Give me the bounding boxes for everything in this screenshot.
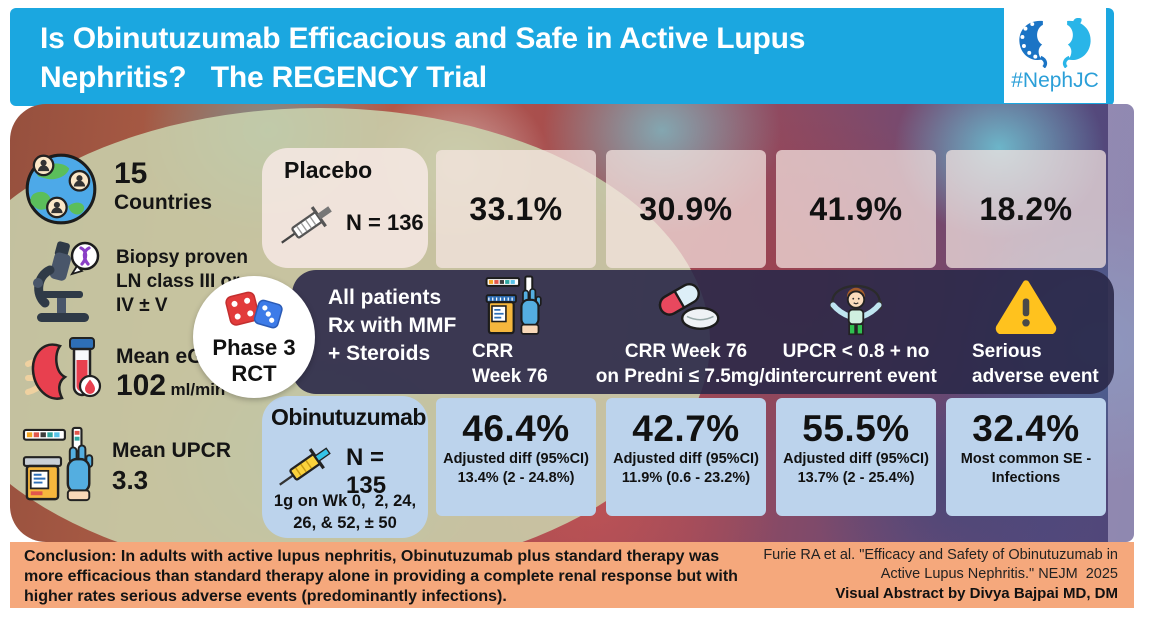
result-1-detail-1: Adjusted diff (95%CI) bbox=[443, 451, 589, 467]
phase-badge: Phase 3 RCT bbox=[193, 276, 315, 398]
outcome-crr: CRR Week 76 bbox=[436, 270, 596, 394]
conclusion-line-3: higher rates serious adverse events (pre… bbox=[24, 588, 507, 605]
countries-label: Countries bbox=[114, 191, 213, 214]
placebo-result-2: 30.9% bbox=[606, 150, 766, 268]
result-4-detail-2: Infections bbox=[991, 470, 1061, 486]
citation: Furie RA et al. "Efficacy and Safety of … bbox=[763, 546, 1118, 603]
obinutuzumab-result-1: 46.4% Adjusted diff (95%CI) 13.4% (2 - 2… bbox=[436, 398, 596, 516]
nephjc-kidney-logo-icon bbox=[1011, 18, 1099, 68]
urinalysis-icon bbox=[485, 275, 547, 337]
dosing-line-1: 1g on Wk 0, 2, 24, bbox=[273, 492, 417, 510]
outcome-sae-line-2: adverse event bbox=[972, 366, 1099, 387]
conclusion-line-2: more efficacious than standard therapy a… bbox=[24, 568, 738, 585]
conclusion-bar: Conclusion: In adults with active lupus … bbox=[10, 542, 1134, 608]
urine-test-icon bbox=[22, 426, 100, 504]
dosing-line-2: 26, & 52, ± 50 bbox=[293, 514, 397, 532]
placebo-arm-name: Placebo bbox=[284, 157, 373, 183]
credit-line: Visual Abstract by Divya Bajpai MD, DM bbox=[835, 585, 1118, 602]
obinutuzumab-arm-name: Obinutuzumab bbox=[271, 404, 426, 430]
outcomes-band: All patients Rx with MMF + Steroids bbox=[292, 270, 1114, 394]
placebo-result-3: 41.9% bbox=[776, 150, 936, 268]
microscope-icon bbox=[24, 240, 104, 326]
placebo-result-4-value: 18.2% bbox=[979, 190, 1073, 227]
cotreatment-line-2: Rx with MMF bbox=[328, 314, 457, 337]
result-1-value: 46.4% bbox=[462, 408, 570, 449]
obinutuzumab-result-4: 32.4% Most common SE - Infections bbox=[946, 398, 1106, 516]
outcome-crr-prednisone-line-2: on Predni ≤ 7.5mg/d bbox=[595, 366, 777, 387]
phase-line-1: Phase 3 bbox=[212, 335, 296, 360]
title-line-1: Is Obinutuzumab Efficacious and Safe in … bbox=[40, 22, 806, 55]
result-2-detail-1: Adjusted diff (95%CI) bbox=[613, 451, 759, 467]
biopsy-line-3: IV ± V bbox=[116, 295, 168, 316]
placebo-arm-card: Placebo N = 136 bbox=[262, 148, 428, 268]
placebo-result-4: 18.2% bbox=[946, 150, 1106, 268]
phase-line-2: RCT bbox=[231, 361, 277, 386]
title-bar: Is Obinutuzumab Efficacious and Safe in … bbox=[10, 8, 1114, 106]
egfr-unit: ml/min bbox=[170, 380, 226, 399]
outcome-crr-line-2: Week 76 bbox=[472, 366, 548, 387]
cotreatment-line-1: All patients bbox=[328, 286, 442, 309]
placebo-result-2-value: 30.9% bbox=[639, 190, 733, 227]
result-1-detail-2: 13.4% (2 - 24.8%) bbox=[457, 470, 575, 486]
outcome-sae-line-1: Serious bbox=[972, 341, 1042, 362]
kidney-icon bbox=[20, 332, 104, 416]
obinutuzumab-n: N = 135 bbox=[346, 444, 387, 499]
title-line-2: Nephritis? The REGENCY Trial bbox=[40, 61, 487, 94]
warning-icon bbox=[995, 275, 1057, 337]
result-3-detail-1: Adjusted diff (95%CI) bbox=[783, 451, 929, 467]
stat-countries: 15 Countries bbox=[20, 148, 212, 230]
globe-icon bbox=[20, 148, 102, 230]
result-3-detail-2: 13.7% (2 - 25.4%) bbox=[797, 470, 915, 486]
outcome-crr-prednisone: CRR Week 76 on Predni ≤ 7.5mg/d bbox=[591, 270, 781, 394]
dice-icon bbox=[223, 287, 285, 335]
citation-line-2: Active Lupus Nephritis." NEJM 2025 bbox=[880, 566, 1118, 582]
obinutuzumab-result-3: 55.5% Adjusted diff (95%CI) 13.7% (2 - 2… bbox=[776, 398, 936, 516]
nephjc-logo: #NephJC bbox=[1004, 8, 1106, 103]
background-photo: 15 Countries bbox=[10, 104, 1134, 542]
nephjc-logo-text: #NephJC bbox=[1011, 69, 1099, 92]
page-title: Is Obinutuzumab Efficacious and Safe in … bbox=[40, 19, 805, 97]
placebo-result-1: 33.1% bbox=[436, 150, 596, 268]
pill-icon bbox=[649, 275, 723, 337]
conclusion-text: Conclusion: In adults with active lupus … bbox=[24, 547, 738, 607]
result-2-value: 42.7% bbox=[632, 408, 740, 449]
upcr-label: Mean UPCR bbox=[112, 439, 232, 462]
upcr-value: 3.3 bbox=[112, 465, 149, 495]
egfr-value: 102 bbox=[116, 369, 167, 402]
outcome-sae: Serious adverse event bbox=[946, 270, 1106, 394]
result-4-detail-1: Most common SE - bbox=[960, 451, 1092, 467]
child-skipping-icon bbox=[826, 275, 886, 337]
obinutuzumab-dosing: 1g on Wk 0, 2, 24, 26, & 52, ± 50 bbox=[262, 490, 428, 534]
outcome-upcr: UPCR < 0.8 + no intercurrent event bbox=[761, 270, 951, 394]
result-2-detail-2: 11.9% (0.6 - 23.2%) bbox=[621, 470, 751, 486]
result-3-value: 55.5% bbox=[802, 408, 910, 449]
outcome-crr-line-1: CRR bbox=[472, 341, 514, 362]
biopsy-line-1: Biopsy proven bbox=[116, 247, 248, 268]
placebo-n: N = 136 bbox=[346, 210, 424, 235]
outcome-upcr-line-2: intercurrent event bbox=[775, 366, 937, 387]
obinutuzumab-syringe-icon bbox=[270, 438, 340, 496]
conclusion-line-1: Conclusion: In adults with active lupus … bbox=[24, 548, 720, 565]
placebo-result-3-value: 41.9% bbox=[809, 190, 903, 227]
cotreatment-line-3: + Steroids bbox=[328, 342, 431, 365]
cotreatment-note: All patients Rx with MMF + Steroids bbox=[328, 284, 456, 368]
obinutuzumab-result-2: 42.7% Adjusted diff (95%CI) 11.9% (0.6 -… bbox=[606, 398, 766, 516]
placebo-syringe-icon bbox=[274, 196, 340, 254]
citation-line-1: Furie RA et al. "Efficacy and Safety of … bbox=[763, 547, 1118, 563]
outcome-upcr-line-1: UPCR < 0.8 + no bbox=[782, 341, 930, 362]
countries-count: 15 bbox=[114, 157, 148, 190]
outcome-crr-prednisone-line-1: CRR Week 76 bbox=[624, 341, 748, 362]
result-4-value: 32.4% bbox=[972, 408, 1080, 449]
placebo-result-1-value: 33.1% bbox=[469, 190, 563, 227]
stat-upcr: Mean UPCR 3.3 bbox=[22, 426, 231, 504]
obinutuzumab-arm-card: Obinutuzumab N = 135 1g on Wk 0, 2, 24, … bbox=[262, 396, 428, 538]
